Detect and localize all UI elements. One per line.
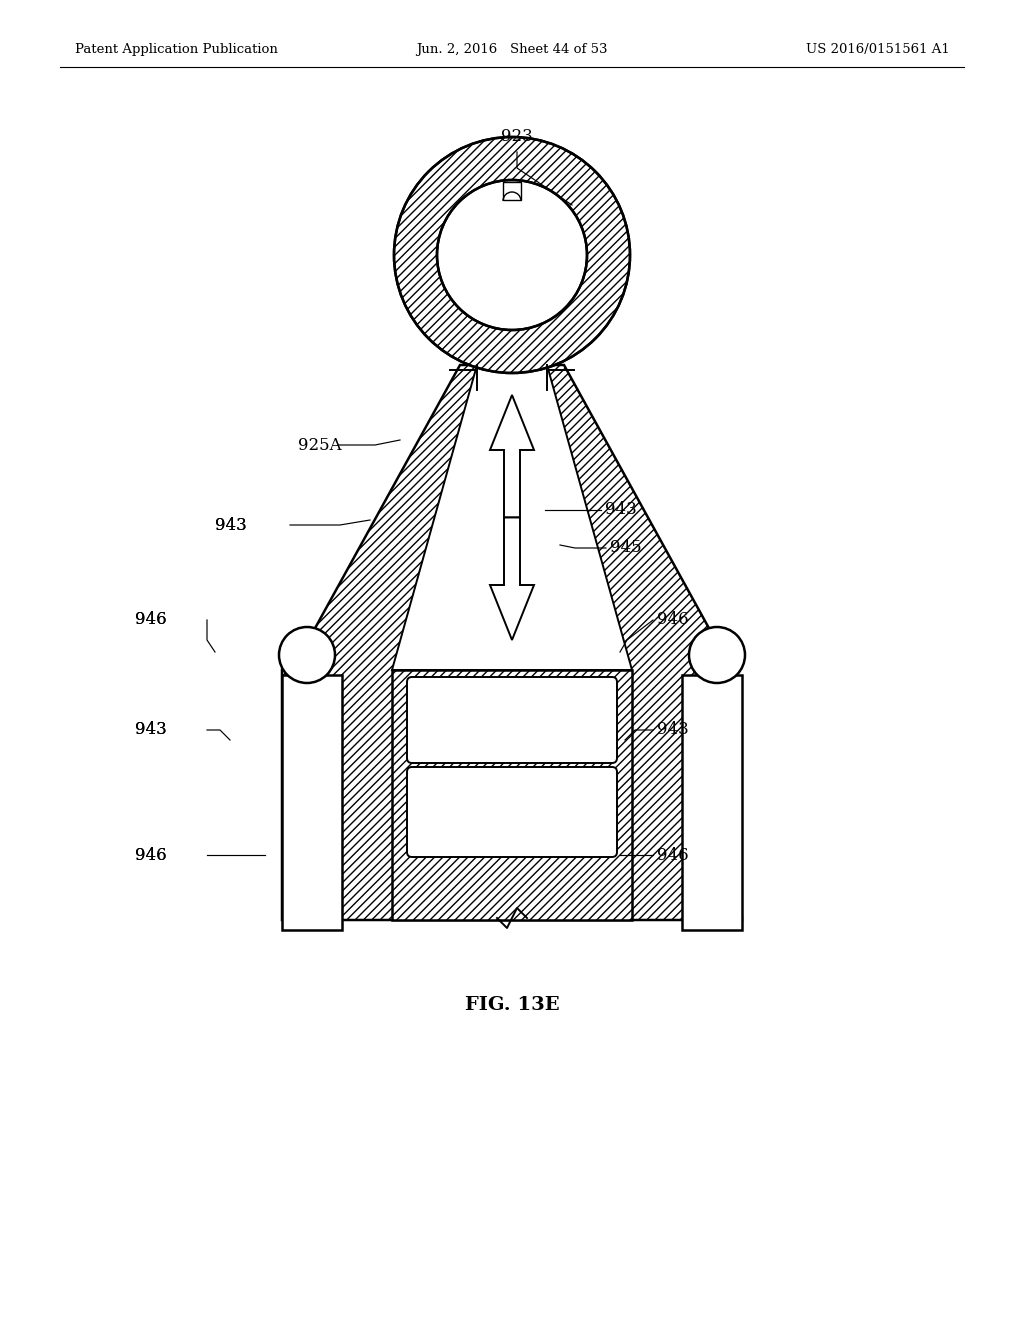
Polygon shape [392, 671, 632, 920]
Text: FIG. 13E: FIG. 13E [465, 997, 559, 1014]
Polygon shape [490, 395, 534, 517]
Text: Jun. 2, 2016   Sheet 44 of 53: Jun. 2, 2016 Sheet 44 of 53 [416, 44, 608, 57]
Text: 943: 943 [657, 722, 689, 738]
Text: 946: 946 [657, 611, 688, 628]
Text: 925A: 925A [298, 437, 342, 454]
Text: 946: 946 [135, 611, 167, 628]
Polygon shape [503, 182, 521, 201]
Text: US 2016/0151561 A1: US 2016/0151561 A1 [806, 44, 950, 57]
Polygon shape [282, 366, 742, 920]
Text: 943: 943 [135, 722, 167, 738]
Text: 946: 946 [657, 846, 688, 863]
Text: 923: 923 [501, 128, 532, 145]
Text: 943: 943 [605, 502, 637, 519]
Text: 946: 946 [135, 846, 167, 863]
Polygon shape [490, 517, 534, 640]
Polygon shape [392, 366, 632, 671]
Text: 943: 943 [215, 516, 247, 533]
Text: 943: 943 [215, 516, 247, 533]
Polygon shape [682, 675, 742, 931]
Text: 945: 945 [610, 540, 642, 557]
Text: 946: 946 [135, 846, 167, 863]
Circle shape [279, 627, 335, 682]
Circle shape [689, 627, 745, 682]
Polygon shape [282, 675, 342, 931]
FancyBboxPatch shape [407, 677, 617, 763]
Circle shape [394, 137, 630, 374]
Text: Patent Application Publication: Patent Application Publication [75, 44, 278, 57]
FancyBboxPatch shape [407, 767, 617, 857]
Text: 943: 943 [135, 722, 167, 738]
Text: 946: 946 [135, 611, 167, 628]
Circle shape [437, 180, 587, 330]
